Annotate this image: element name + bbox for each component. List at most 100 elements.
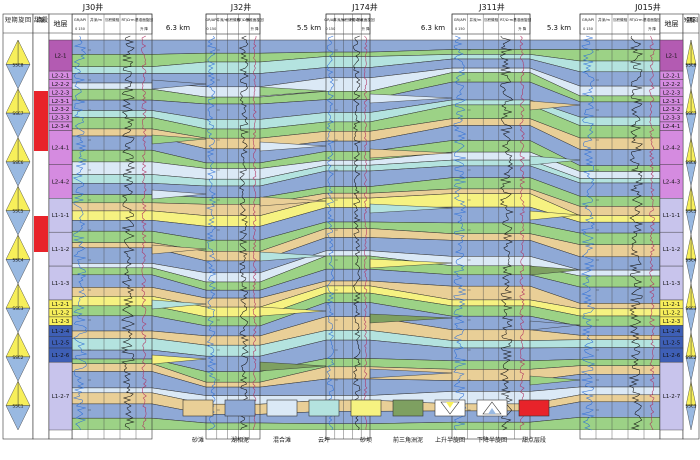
distance-label-3: 6.3 km <box>421 24 445 32</box>
legend-swatch <box>518 399 550 417</box>
legend-item: 前三角洲泥 <box>392 399 424 444</box>
strata-label: L2-2-3 <box>663 90 681 96</box>
legend-swatch <box>266 399 298 417</box>
track-header-label: GR/API <box>454 18 466 22</box>
log-curve <box>120 35 136 431</box>
strata-label: L2-2-2 <box>663 82 681 88</box>
strata-label: L1-2-3 <box>663 319 681 325</box>
strata-label: L1-2-1 <box>663 302 681 308</box>
legend-swatch <box>224 399 256 417</box>
falling-half-cycle <box>685 64 697 89</box>
falling-half-cycle <box>5 307 31 333</box>
track-header-label: 基准面旋回 <box>643 17 661 22</box>
strata-label: L2-2-2 <box>52 82 70 88</box>
cycle-label: SSC4 <box>686 257 697 262</box>
rising-fill-swatch <box>446 402 454 408</box>
strata-label: L2-1 <box>665 54 677 60</box>
track-header-label: GR/API <box>582 18 594 22</box>
falling-half-cycle <box>5 259 31 285</box>
track-header-label: 沉积微相 <box>484 17 499 22</box>
legend-label: 砂坝 <box>360 436 372 444</box>
cycle-label: SSC7 <box>686 111 697 116</box>
well-title-j311: J311井 <box>478 2 505 12</box>
legend-item: 湖相泥 <box>224 399 256 444</box>
left-cycle-column: SSC8 SSC7 SSC6 SSC5 SSC4 SSC3 SSC2 SSC1 <box>5 39 31 431</box>
falling-half-cycle <box>5 210 31 236</box>
strata-label: L2-4-1 <box>663 124 681 130</box>
track-header-label: 基准面旋回 <box>357 17 375 22</box>
sweet-spot-block <box>34 216 48 252</box>
falling-half-cycle <box>685 356 697 382</box>
track-header-scale: 升 降 <box>362 26 370 31</box>
track-header-label: 井深/m <box>333 17 345 22</box>
cycle-label: SSC8 <box>686 62 697 67</box>
log-curve <box>580 35 596 431</box>
cycle-label: SSC7 <box>13 111 24 116</box>
track-header-label: GR/API <box>324 18 336 22</box>
strata-label: L1-2-2 <box>52 311 70 317</box>
track-header-label: RT/Ω·m <box>237 18 251 22</box>
track-header-scale: 0 150 <box>75 27 85 31</box>
track-header-scale: 0 150 <box>326 27 336 31</box>
track-header-scale: 升 降 <box>140 26 148 31</box>
strata-label: L2-4-3 <box>663 179 681 185</box>
strata-label: L1-2-1 <box>52 302 70 308</box>
legend-label: 下降半旋回 <box>477 436 507 444</box>
legend-swatch <box>392 399 424 417</box>
log-curve <box>499 35 514 431</box>
left-cycle-header: 短期旋回 <box>5 16 31 24</box>
falling-half-cycle <box>5 405 31 431</box>
track-header-scale: 0 150 <box>583 27 593 31</box>
strata-label: L1-1-1 <box>663 213 681 219</box>
falling-half-cycle <box>5 112 31 138</box>
sweet-spot-block <box>34 91 48 151</box>
strata-label: L1-2-6 <box>52 353 70 359</box>
legend-item: 混合滩 <box>266 399 298 444</box>
strata-label: L2-1 <box>54 54 66 60</box>
cycle-label: SSC1 <box>686 404 697 409</box>
strata-label: L1-2-4 <box>663 329 681 335</box>
falling-half-cycle <box>685 112 697 138</box>
well-title-j015: J015井 <box>634 2 661 12</box>
track-header-label: RT/Ω·m <box>350 18 364 22</box>
falling-half-cycle <box>5 356 31 382</box>
track-header-scale: 升 降 <box>518 26 526 31</box>
distance-label-2: 5.5 km <box>297 24 321 32</box>
distance-label-4: 5.3 km <box>547 24 571 32</box>
legend-item: 上升半旋回 <box>434 399 466 444</box>
right-cycle-header: 短期旋回 <box>684 16 698 24</box>
legend-swatch <box>182 399 214 417</box>
cycle-label: SSC4 <box>13 257 24 262</box>
track-header-label: 基准面旋回 <box>246 17 264 22</box>
cycle-label: SSC2 <box>686 355 697 360</box>
log-curve <box>628 35 644 431</box>
strata-label: L1-2-6 <box>663 353 681 359</box>
left-legend-columns: 短期旋回 甜点层段 地层 L2-1 L2-2-1 L2-2-2 L2-2-3 L2-3-… <box>2 13 73 440</box>
track-header-label: 井深/m <box>90 17 102 22</box>
strata-label: L2-3-3 <box>52 116 70 122</box>
strata-label: L1-2-7 <box>663 394 681 400</box>
track-header-scale: 升 降 <box>251 26 259 31</box>
right-cycle-column: SSC8 SSC7 SSC6 SSC5 SSC4 SSC3 SSC2 SSC1 <box>685 39 697 431</box>
log-curve <box>72 35 88 431</box>
cycle-label: SSC5 <box>686 209 697 214</box>
strata-cell <box>48 361 73 431</box>
falling-half-cycle <box>685 210 697 236</box>
strata-label: L2-2-1 <box>663 73 681 79</box>
log-curve <box>141 35 147 431</box>
legend-item: 甜点层段 <box>518 399 550 444</box>
cycle-label: SSC6 <box>13 160 24 165</box>
strata-label: L2-2-3 <box>52 90 70 96</box>
distance-label-1: 6.3 km <box>166 24 190 32</box>
well-title-j174: J174井 <box>351 2 378 12</box>
base-blank <box>72 430 660 439</box>
strata-label: L2-3-1 <box>663 99 681 105</box>
strata-label: L1-2-5 <box>663 340 681 346</box>
strata-label: L1-2-2 <box>663 311 681 317</box>
